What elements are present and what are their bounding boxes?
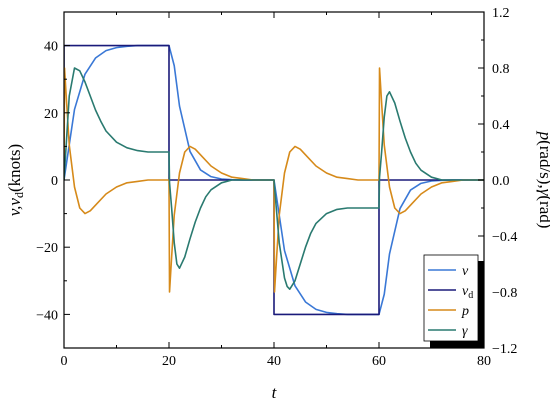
legend-label-vd-main: v bbox=[462, 284, 469, 299]
x-tick-label: 80 bbox=[477, 354, 491, 369]
y-left-tick-label: 0 bbox=[51, 174, 58, 189]
x-tick-label: 40 bbox=[267, 354, 281, 369]
y-right-label-unit2: (rad) bbox=[536, 195, 550, 228]
y-left-label-sub: d bbox=[12, 192, 26, 198]
x-tick-label: 60 bbox=[372, 354, 386, 369]
legend-label-v: v bbox=[462, 264, 469, 279]
y-left-label-main: v,v bbox=[5, 198, 24, 217]
legend-label-vd: vd bbox=[462, 284, 473, 301]
y-right-tick-label: −0.8 bbox=[492, 286, 517, 301]
series-layer bbox=[64, 44, 484, 316]
y-right-label-p: p bbox=[536, 131, 550, 141]
y-left-tick-label: −40 bbox=[36, 308, 58, 323]
y-right-label-gamma: γ bbox=[536, 189, 550, 197]
y-left-tick-label: −20 bbox=[36, 241, 58, 256]
legend-label-gamma: γ bbox=[462, 324, 468, 339]
y-right-tick-label: −0.4 bbox=[492, 230, 517, 245]
legend-label-vd-sub: d bbox=[468, 290, 473, 301]
y-axis-right-label: p(rad/s),γ(rad) bbox=[536, 131, 550, 229]
x-axis-label: t bbox=[272, 383, 278, 402]
y-right-tick-label: 1.2 bbox=[492, 6, 510, 21]
legend-label-p: p bbox=[461, 304, 469, 319]
y-left-tick-label: 20 bbox=[44, 107, 58, 122]
ticks-layer: 0 20 40 60 80 40 20 0 −20 −40 1.2 0.8 0.4 0.0 −0.4 −0.8… bbox=[36, 6, 517, 369]
y-right-tick-label: −1.2 bbox=[492, 342, 517, 357]
y-right-label-unit1: (rad/s), bbox=[536, 140, 550, 189]
x-tick-label: 0 bbox=[61, 354, 68, 369]
y-right-tick-label: 0.4 bbox=[492, 118, 510, 133]
x-tick-label: 20 bbox=[162, 354, 176, 369]
legend: v vd p γ bbox=[423, 254, 484, 348]
y-right-tick-label: 0.0 bbox=[492, 174, 510, 189]
y-axis-left-label: v,vd(knots) bbox=[5, 144, 26, 216]
series-line-gamma bbox=[64, 67, 484, 291]
y-left-tick-label: 40 bbox=[44, 40, 58, 55]
y-right-tick-label: 0.8 bbox=[492, 62, 510, 77]
y-left-label-unit: (knots) bbox=[5, 144, 24, 192]
